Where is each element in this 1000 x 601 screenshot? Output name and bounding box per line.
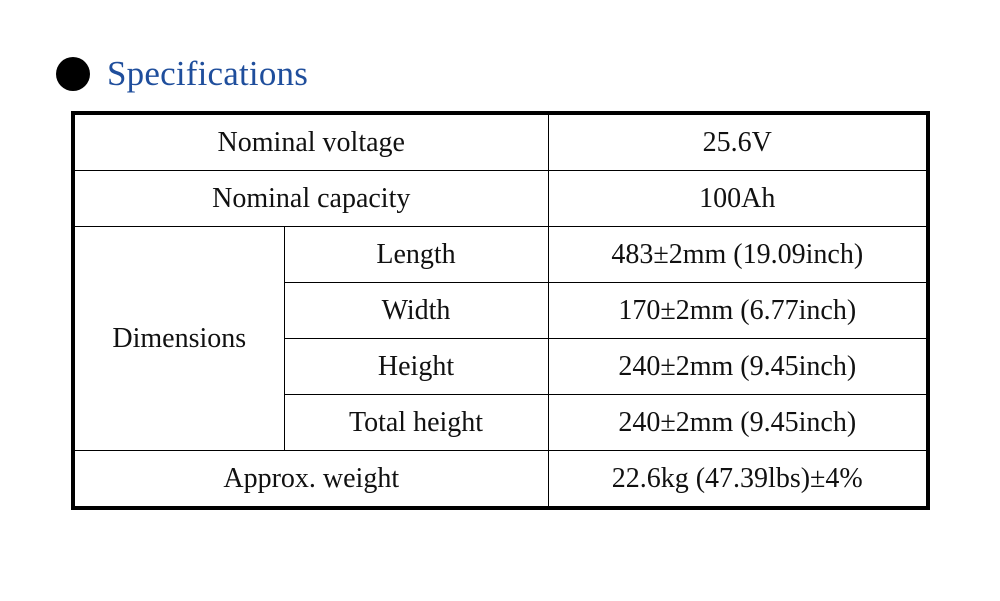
spec-value: 240±2mm (9.45inch)	[547, 338, 929, 395]
dimensions-group-label: Dimensions	[72, 226, 285, 451]
spec-value: 25.6V	[547, 112, 929, 171]
spec-value: 170±2mm (6.77inch)	[547, 282, 929, 339]
spec-sublabel: Total height	[283, 394, 549, 451]
table-row: Approx. weight 22.6kg (47.39lbs)±4%	[72, 450, 929, 509]
spec-value: 483±2mm (19.09inch)	[547, 226, 929, 283]
table-row: Nominal capacity 100Ah	[72, 170, 929, 227]
table-row: Total height 240±2mm (9.45inch)	[73, 394, 929, 451]
spec-value: 100Ah	[547, 170, 929, 227]
spec-sublabel: Height	[283, 338, 549, 395]
spec-label: Approx. weight	[72, 450, 549, 509]
spec-label: Nominal capacity	[72, 170, 549, 227]
spec-value: 22.6kg (47.39lbs)±4%	[547, 450, 929, 509]
section-title: Specifications	[107, 54, 309, 93]
spec-value: 240±2mm (9.45inch)	[547, 394, 929, 451]
table-row: Width 170±2mm (6.77inch)	[73, 282, 929, 339]
specifications-table: Nominal voltage 25.6V Nominal capacity 1…	[71, 111, 930, 510]
spec-label: Nominal voltage	[72, 112, 549, 171]
table-row: Nominal voltage 25.6V	[72, 112, 929, 171]
spec-sublabel: Width	[283, 282, 549, 339]
table-row: Dimensions Length 483±2mm (19.09inch)	[72, 226, 929, 451]
bullet-icon	[56, 57, 90, 91]
section-heading: Specifications	[56, 52, 308, 96]
spec-sublabel: Length	[283, 226, 549, 283]
